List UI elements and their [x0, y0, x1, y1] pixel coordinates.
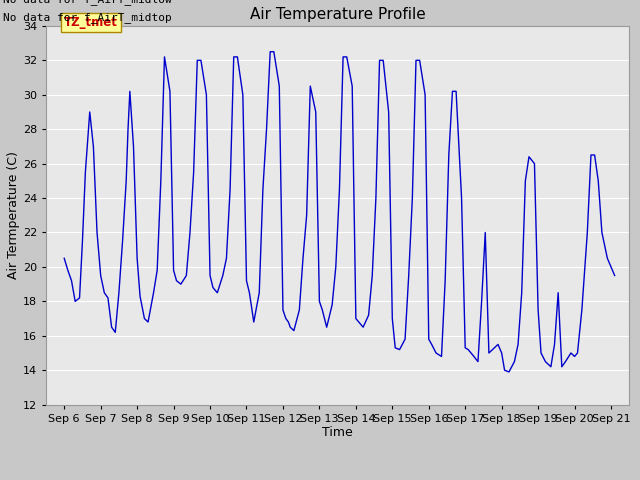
Title: Air Temperature Profile: Air Temperature Profile: [250, 7, 426, 22]
X-axis label: Time: Time: [323, 426, 353, 440]
Text: No data for f_AirT_midlow: No data for f_AirT_midlow: [3, 0, 172, 5]
Y-axis label: Air Termperature (C): Air Termperature (C): [7, 151, 20, 279]
Text: No data for f_AirT_midtop: No data for f_AirT_midtop: [3, 12, 172, 24]
Text: TZ_tmet: TZ_tmet: [64, 16, 118, 29]
